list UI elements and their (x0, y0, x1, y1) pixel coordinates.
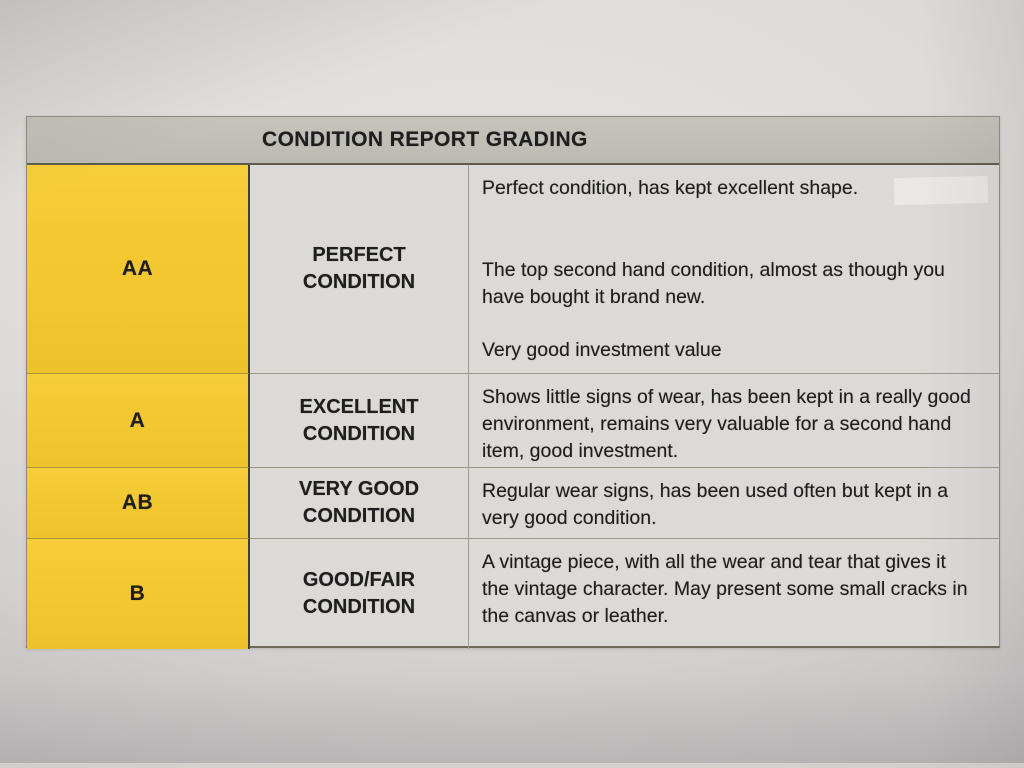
description-paragraph: A vintage piece, with all the wear and t… (482, 551, 968, 627)
grade-cell-ab: AB (27, 467, 250, 538)
grade-cell-aa: AA (27, 165, 250, 373)
condition-label: GOOD/FAIR CONDITION (302, 569, 416, 618)
description-cell-b: A vintage piece, with all the wear and t… (469, 538, 999, 649)
grade-label: AB (121, 491, 154, 514)
condition-cell-aa: PERFECT CONDITION (250, 165, 469, 373)
description-cell-ab: Regular wear signs, has been used often … (469, 467, 999, 538)
condition-label: PERFECT CONDITION (302, 244, 416, 293)
grade-label: A (129, 408, 146, 432)
description-paragraph: Regular wear signs, has been used often … (482, 480, 949, 529)
description-paragraph: Shows little signs of wear, has been kep… (482, 386, 971, 462)
description-cell-a: Shows little signs of wear, has been kep… (469, 373, 999, 467)
description-paragraph: Perfect condition, has kept excellent sh… (482, 177, 859, 199)
description-cell-aa: Perfect condition, has kept excellent sh… (469, 165, 999, 373)
condition-label: VERY GOOD CONDITION (298, 478, 420, 527)
table-title: CONDITION REPORT GRADING (262, 128, 588, 151)
condition-cell-ab: VERY GOOD CONDITION (250, 467, 469, 538)
condition-label: EXCELLENT CONDITION (299, 395, 419, 445)
grade-cell-a: A (27, 373, 250, 467)
description-paragraph: Very good investment value (482, 339, 722, 361)
condition-cell-a: EXCELLENT CONDITION (250, 373, 469, 467)
table-header: CONDITION REPORT GRADING (27, 117, 999, 165)
condition-cell-b: GOOD/FAIR CONDITION (250, 538, 469, 649)
condition-grading-table: CONDITION REPORT GRADING AA PERFECT COND… (26, 116, 1000, 649)
description-paragraph: The top second hand condition, almost as… (482, 259, 945, 308)
grade-label: B (129, 582, 146, 605)
grade-cell-b: B (27, 538, 250, 649)
grade-label: AA (121, 257, 154, 280)
